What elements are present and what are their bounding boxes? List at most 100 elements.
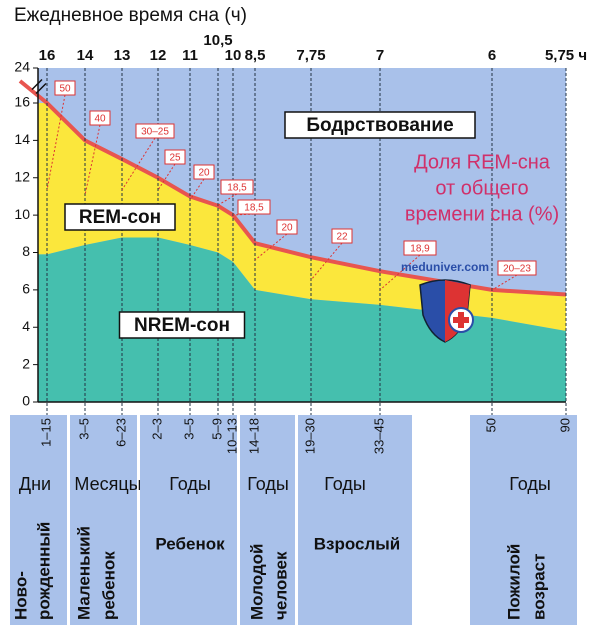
age-label: 6–23 xyxy=(113,418,128,447)
pct-label: 22 xyxy=(336,232,348,243)
age-unit: Дни xyxy=(19,474,51,494)
age-panel xyxy=(70,415,137,625)
rem-share-title: Доля REM-сна xyxy=(414,151,551,173)
top-label: 7,75 xyxy=(296,47,325,64)
pct-leader xyxy=(232,213,255,216)
age-label: 19–30 xyxy=(302,418,317,454)
top-label: 12 xyxy=(150,47,167,64)
y-tick-label: 12 xyxy=(14,168,30,184)
nrem-label-box xyxy=(118,311,246,339)
age-label: 3–5 xyxy=(181,418,196,440)
pct-box xyxy=(193,164,215,180)
rem-share-title: времени сна (%) xyxy=(405,203,559,225)
pct-label: 18,9 xyxy=(410,244,430,255)
pct-box xyxy=(276,219,298,235)
top-label: 14 xyxy=(77,47,94,64)
pct-box xyxy=(135,123,175,139)
y-tick-label: 4 xyxy=(22,318,30,334)
pct-box xyxy=(220,179,254,195)
age-group-name: Взрослый xyxy=(314,534,401,553)
pct-leader xyxy=(379,254,421,291)
pct-label: 50 xyxy=(59,84,71,95)
age-panel xyxy=(470,415,577,625)
pct-label: 20–23 xyxy=(503,264,531,275)
age-group-name: Ребенок xyxy=(155,534,225,553)
pct-label: 40 xyxy=(94,114,106,125)
pct-label: 20 xyxy=(198,168,210,179)
pct-label: 20 xyxy=(281,223,293,234)
top-label: 10 xyxy=(225,47,242,64)
age-panel xyxy=(240,415,295,625)
pct-leader xyxy=(46,94,66,191)
top-label: 11 xyxy=(182,47,198,64)
rem-share-title: от общего xyxy=(435,177,528,199)
age-label: 3–5 xyxy=(76,418,91,440)
logo xyxy=(419,279,474,343)
age-label: 2–3 xyxy=(149,418,164,440)
watermark: meduniver.com xyxy=(401,260,489,274)
age-label: 14–18 xyxy=(246,418,261,454)
pct-box xyxy=(164,149,186,165)
y-tick-label: 14 xyxy=(14,131,30,147)
age-label: 33–45 xyxy=(371,418,386,454)
top-label: 5,75 ч xyxy=(545,47,587,64)
top-label: 10,5 xyxy=(203,32,232,49)
y-tick-label: 6 xyxy=(22,281,30,297)
age-label: 5–9 xyxy=(209,418,224,440)
age-group-name: ребенок xyxy=(99,551,118,620)
nrem-label: NREM-сон xyxy=(134,315,230,336)
pct-box xyxy=(54,80,76,96)
age-group-name: рожденный xyxy=(34,522,53,620)
pct-box xyxy=(89,110,111,126)
pct-label: 18,5 xyxy=(227,183,247,194)
age-group-name: человек xyxy=(271,551,290,620)
awake-label: Бодрствование xyxy=(306,115,453,136)
age-label: 50 xyxy=(483,418,498,432)
top-label: 6 xyxy=(488,47,496,64)
title: Ежедневное время сна (ч) xyxy=(14,5,247,26)
pct-leader xyxy=(254,233,288,261)
age-group-name: возраст xyxy=(529,554,548,620)
age-panel xyxy=(10,415,67,625)
age-group-name: Пожилой xyxy=(504,544,523,620)
nrem-area xyxy=(38,237,566,402)
top-label: 16 xyxy=(39,47,56,64)
pct-box xyxy=(331,228,353,244)
top-label: 13 xyxy=(114,47,131,64)
pct-box xyxy=(403,240,437,256)
pct-leader xyxy=(157,163,176,191)
rem-label-box xyxy=(64,203,176,231)
top-label: 8,5 xyxy=(245,47,266,64)
age-label: 90 xyxy=(557,418,572,432)
y-tick-label: 16 xyxy=(14,94,30,110)
y-tick-label: 2 xyxy=(22,355,30,371)
age-unit: Годы xyxy=(324,474,366,494)
pct-box xyxy=(497,260,537,276)
rem-label: REM-сон xyxy=(79,207,161,228)
age-group-name: Молодой xyxy=(247,544,266,620)
y-tick-label: 0 xyxy=(22,393,30,409)
axis-break xyxy=(31,78,47,95)
age-unit: Годы xyxy=(169,474,211,494)
age-unit: Годы xyxy=(247,474,289,494)
age-group-name: Маленький xyxy=(74,526,93,620)
y-tick-label: 8 xyxy=(22,243,30,259)
top-label: 7 xyxy=(376,47,384,64)
pct-label: 25 xyxy=(169,153,181,164)
age-label: 1–15 xyxy=(38,418,53,447)
awake-label-box xyxy=(284,111,476,139)
age-label: 10–13 xyxy=(224,418,239,454)
age-panel xyxy=(298,415,412,625)
y-tick-label: 24 xyxy=(14,59,30,75)
pct-leader xyxy=(491,274,518,291)
pct-label: 18,5 xyxy=(244,203,264,214)
pct-leader xyxy=(189,178,205,201)
y-tick-label: 10 xyxy=(14,206,30,222)
pct-leader xyxy=(310,242,343,281)
age-panel xyxy=(140,415,237,625)
pct-label: 30–25 xyxy=(141,127,169,138)
age-unit: Месяцы xyxy=(74,474,141,494)
pct-box xyxy=(237,199,271,215)
age-group-name: Ново- xyxy=(11,571,30,620)
